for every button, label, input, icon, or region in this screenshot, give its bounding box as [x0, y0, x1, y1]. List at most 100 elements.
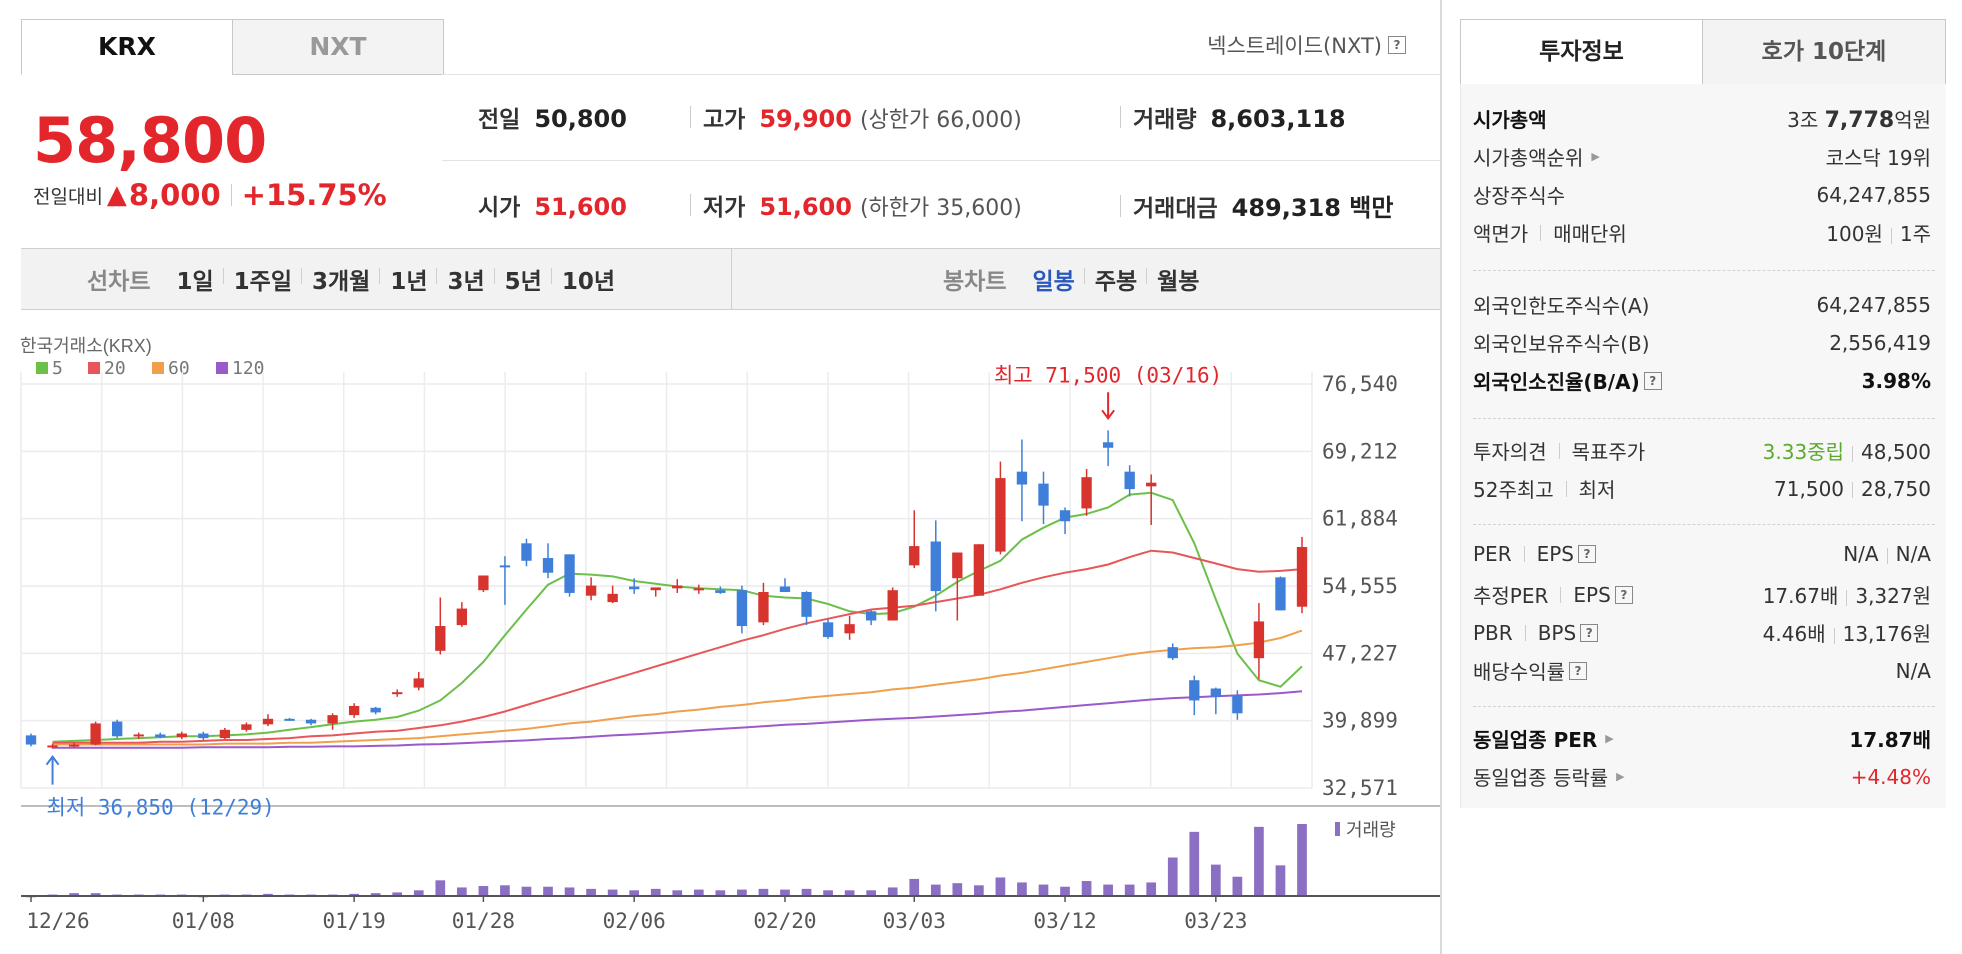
- market-cap-unit: 억원: [1894, 108, 1931, 132]
- volume-bar: [866, 890, 876, 896]
- tab-nxt[interactable]: NXT: [232, 19, 444, 75]
- period-5y[interactable]: 5년: [493, 262, 552, 296]
- period-3m[interactable]: 3개월: [300, 262, 380, 296]
- volume-bar: [887, 887, 898, 896]
- value-1: 71,500: [1774, 476, 1845, 501]
- separator: [1523, 546, 1525, 562]
- info-value: N/A N/A: [1843, 542, 1931, 566]
- volume-bar: [715, 890, 726, 896]
- row-sector-per[interactable]: 동일업종 PER ▶ 17.87배: [1473, 724, 1931, 753]
- row-foreign-held: 외국인보유주식수(B) 2,556,419: [1473, 328, 1931, 357]
- label-text: 52주최고: [1473, 478, 1554, 502]
- row-market-cap-rank[interactable]: 시가총액순위 ▶ 코스닥 19위: [1473, 142, 1931, 171]
- candle-body: [1210, 688, 1222, 697]
- value-1: 100원: [1826, 222, 1883, 246]
- x-tick-label: 03/12: [1033, 909, 1096, 933]
- period-1d[interactable]: 1일: [176, 269, 214, 295]
- volume-bar: [543, 886, 553, 896]
- y-tick-label: 54,555: [1322, 574, 1398, 598]
- up-triangle-icon: ▲: [106, 180, 127, 210]
- period-1w[interactable]: 1주일: [222, 262, 302, 296]
- candle-body: [1059, 510, 1071, 522]
- row-est-per-eps: 추정PER EPS? 17.67배 3,327원: [1473, 580, 1931, 609]
- separator: [1833, 627, 1835, 644]
- candle-body: [542, 558, 554, 573]
- legend-label-5: 5: [52, 358, 63, 379]
- info-label: 외국인보유주식수(B): [1473, 332, 1650, 356]
- separator: [230, 184, 232, 206]
- help-icon[interactable]: ?: [1388, 36, 1406, 54]
- candle-body: [456, 608, 468, 626]
- period-10y[interactable]: 10년: [550, 262, 625, 296]
- candle-body: [392, 692, 403, 695]
- stat-label: 거래대금: [1133, 196, 1218, 222]
- upper-limit: (상한가 66,000): [859, 108, 1022, 133]
- stock-main-panel: KRX NXT 넥스트레이드(NXT) ? 58,800 전일대비 ▲ 8,00…: [0, 19, 1440, 954]
- help-icon[interactable]: ?: [1580, 623, 1599, 642]
- period-monthly[interactable]: 월봉: [1146, 262, 1209, 296]
- info-label: PBR BPS?: [1473, 621, 1599, 645]
- stat-label: 전일: [478, 107, 521, 133]
- tab-krx[interactable]: KRX: [21, 19, 233, 75]
- volume-bar: [758, 888, 769, 896]
- stat-trade-value: 거래대금 489,318 백만: [1120, 188, 1393, 223]
- y-tick-label: 76,540: [1322, 372, 1398, 396]
- info-value: 3조 7,778억원: [1787, 104, 1931, 133]
- candle-body: [1081, 477, 1092, 509]
- period-daily[interactable]: 일봉: [1032, 269, 1075, 295]
- period-1y[interactable]: 1년: [379, 262, 437, 296]
- legend-swatch-120: [216, 362, 228, 374]
- stat-value: 50,800: [534, 105, 627, 133]
- info-label: PER EPS?: [1473, 542, 1596, 566]
- help-icon[interactable]: ?: [1614, 585, 1633, 604]
- volume-bar: [1254, 826, 1264, 896]
- candle-body: [1167, 647, 1178, 659]
- moving-averages: [52, 491, 1303, 749]
- tab-order-book[interactable]: 호가 10단계: [1702, 19, 1946, 85]
- info-value: 100원 1주: [1826, 218, 1931, 247]
- arrow-right-icon: ▶: [1605, 732, 1614, 745]
- separator: [1886, 547, 1888, 564]
- row-sector-change[interactable]: 동일업종 등락률 ▶ +4.48%: [1473, 762, 1931, 791]
- candle-body: [693, 588, 704, 591]
- annotations: 최고 71,500 (03/16) 최저 36,850 (12/29): [45, 363, 1222, 820]
- market-cap-billion: 7,778: [1824, 108, 1895, 133]
- period-3y[interactable]: 3년: [436, 262, 494, 296]
- stat-open: 시가 51,600: [478, 188, 627, 222]
- help-icon[interactable]: ?: [1643, 371, 1662, 390]
- volume-bar: [500, 885, 510, 896]
- volume-bar: [650, 888, 661, 896]
- candle-chart-label: 봉차트: [943, 269, 1007, 295]
- separator: [1890, 227, 1892, 244]
- info-label: 배당수익률?: [1473, 656, 1587, 685]
- period-weekly[interactable]: 주봉: [1083, 262, 1147, 296]
- volume-bar: [478, 886, 489, 896]
- info-label: 동일업종 등락률 ▶: [1473, 762, 1625, 791]
- candle-body: [25, 735, 37, 745]
- help-icon[interactable]: ?: [1578, 545, 1596, 563]
- nxt-info-link[interactable]: 넥스트레이드(NXT) ?: [1207, 30, 1406, 60]
- stat-label: 거래량: [1133, 107, 1197, 133]
- candle-body: [111, 721, 123, 737]
- info-value: 17.67배 3,327원: [1763, 580, 1931, 609]
- legend-swatch-5: [36, 362, 48, 374]
- candle-body: [1253, 621, 1265, 659]
- row-52week: 52주최고 최저 71,500 28,750: [1473, 474, 1931, 503]
- change-amount: 8,000: [128, 178, 221, 212]
- x-tick-label: 02/06: [603, 909, 666, 933]
- info-value: +4.48%: [1850, 764, 1931, 789]
- candle-body: [1146, 482, 1157, 487]
- volume-bar: [586, 888, 596, 896]
- tab-investment-info[interactable]: 투자정보: [1460, 19, 1703, 85]
- candle-body: [909, 546, 920, 566]
- x-tick-label: 02/20: [753, 909, 816, 933]
- info-value: 3.33중립 48,500: [1763, 436, 1931, 465]
- candle-body: [1102, 442, 1114, 448]
- volume-bar: [629, 890, 640, 896]
- volume-bar: [392, 892, 403, 896]
- legend-label-20: 20: [104, 358, 126, 379]
- candlestick-chart[interactable]: 한국거래소(KRX) 5 20 60 120 최고 71,500 (03/16) 최저 …: [0, 320, 1440, 954]
- candle-chart-periods: 봉차트 일봉 주봉 월봉: [943, 249, 1209, 309]
- info-value: 3.98%: [1861, 368, 1931, 393]
- help-icon[interactable]: ?: [1569, 661, 1587, 680]
